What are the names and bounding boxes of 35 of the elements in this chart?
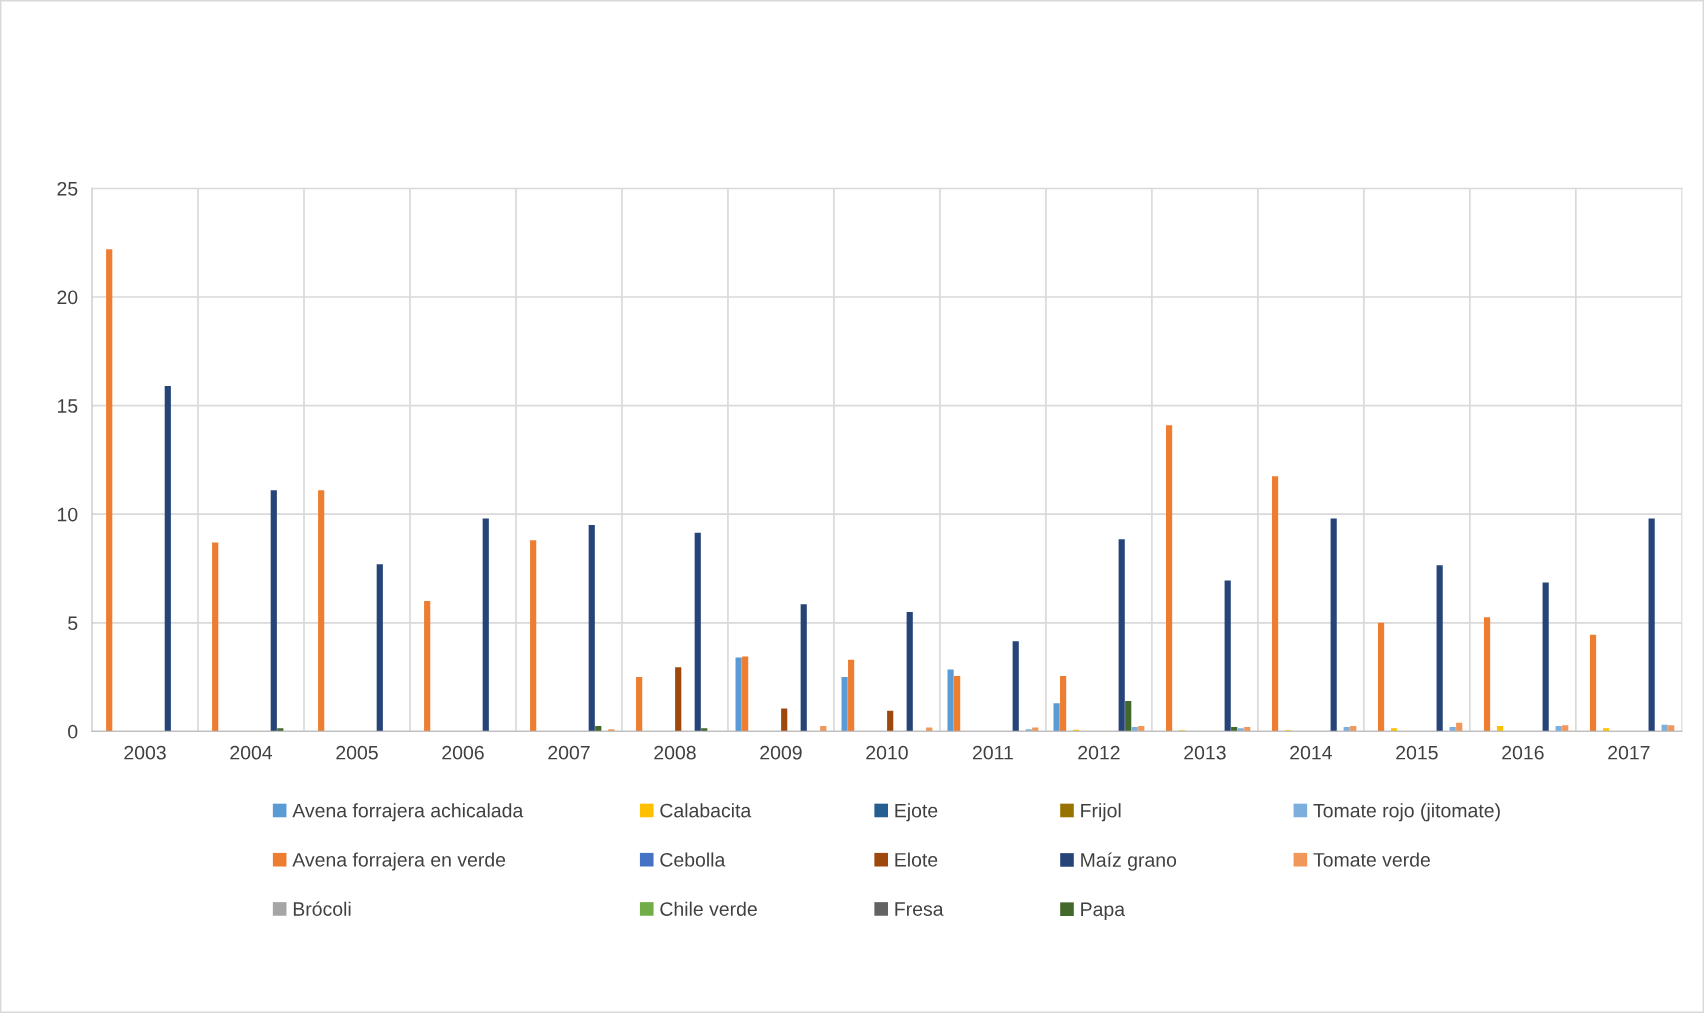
- y-tick-label: 10: [57, 507, 78, 522]
- legend-label: Fresa: [895, 902, 944, 916]
- x-tick-label: 2009: [760, 745, 802, 760]
- y-tick-label: 0: [68, 724, 78, 739]
- legend-label: Calabacita: [660, 803, 752, 818]
- legend-label: Tomate verde: [1313, 852, 1430, 867]
- x-tick-label: 2015: [1396, 745, 1438, 760]
- x-tick-label: 2010: [866, 745, 908, 760]
- y-tick-label: 5: [68, 616, 78, 631]
- y-tick-label: 20: [57, 290, 78, 305]
- legend-label: Cebolla: [660, 852, 726, 867]
- legend-label: Maíz grano: [1081, 852, 1177, 871]
- legend-label: Chile verde: [660, 901, 757, 916]
- x-tick-label: 2011: [972, 745, 1013, 760]
- x-tick-label: 2016: [1502, 745, 1544, 760]
- y-tick-label: 25: [57, 181, 78, 196]
- legend-label: Brócoli: [293, 901, 351, 916]
- x-tick-label: 2004: [230, 745, 273, 760]
- x-tick-label: 2012: [1078, 745, 1120, 760]
- legend-label: Papa: [1081, 902, 1126, 921]
- legend-label: Ejote: [895, 803, 938, 822]
- x-tick-label: 2005: [336, 745, 378, 760]
- legend-label: Avena forrajera achicalada: [292, 803, 524, 822]
- x-tick-label: 2007: [548, 745, 590, 760]
- y-tick-label: 15: [57, 399, 78, 413]
- x-tick-label: 2013: [1184, 745, 1226, 760]
- legend-label: Frijol: [1081, 803, 1121, 822]
- x-tick-label: 2003: [124, 745, 166, 760]
- x-tick-label: 2008: [654, 745, 696, 760]
- x-tick-label: 2017: [1608, 745, 1650, 760]
- legend-label: Elote: [895, 852, 938, 867]
- legend-label: Avena forrajera en verde: [292, 852, 506, 871]
- x-tick-label: 2006: [442, 745, 484, 760]
- legend-label: Tomate rojo (jitomate): [1313, 803, 1500, 822]
- x-tick-label: 2014: [1290, 745, 1332, 760]
